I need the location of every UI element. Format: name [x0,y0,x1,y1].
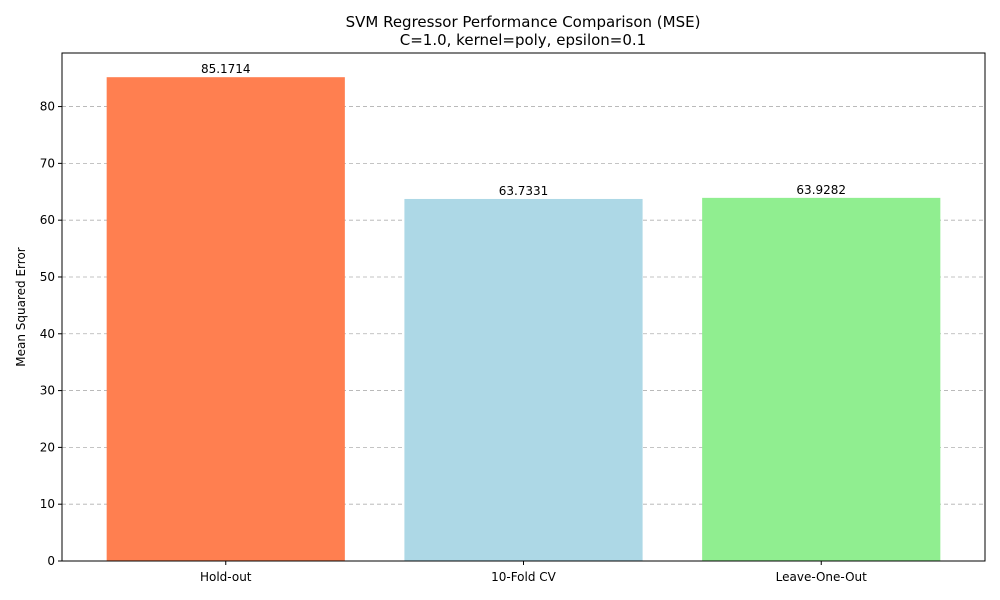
y-tick-label: 40 [40,327,55,341]
x-tick-label: 10-Fold CV [491,570,557,584]
x-tick-label: Hold-out [200,570,252,584]
chart-title: SVM Regressor Performance Comparison (MS… [346,13,701,31]
y-tick-label: 60 [40,213,55,227]
y-tick-label: 0 [47,554,55,568]
y-tick-label: 20 [40,440,55,454]
y-axis-label: Mean Squared Error [14,247,28,367]
bar-hold-out [106,77,345,561]
y-tick-label: 50 [40,270,55,284]
bar-10-fold-cv [404,198,643,562]
y-axis-ticks: 0 10 20 30 40 50 60 70 80 [40,100,62,568]
bars [106,77,941,562]
data-labels: 85.1714 63.7331 63.9282 [201,62,846,198]
bar-value-label: 63.7331 [499,184,549,198]
bar-leave-one-out [702,197,941,561]
x-axis-ticks: Hold-out 10-Fold CV Leave-One-Out [200,561,867,584]
y-tick-label: 30 [40,384,55,398]
x-tick-label: Leave-One-Out [776,570,868,584]
chart-subtitle: C=1.0, kernel=poly, epsilon=0.1 [400,31,646,49]
y-tick-label: 80 [40,100,55,114]
plot-area-frame [61,52,986,562]
y-tick-label: 10 [40,497,55,511]
bar-value-label: 63.9282 [796,183,846,197]
bar-value-label: 85.1714 [201,62,251,76]
y-tick-label: 70 [40,156,55,170]
